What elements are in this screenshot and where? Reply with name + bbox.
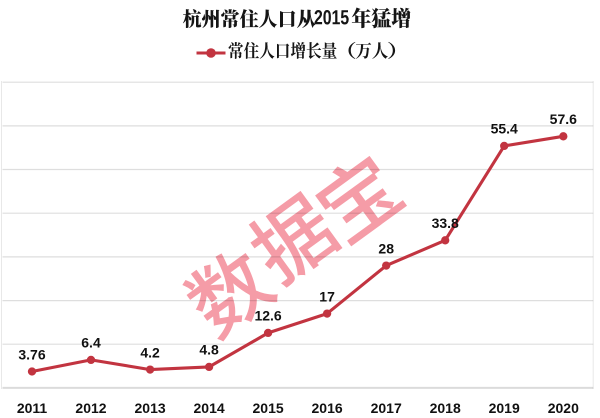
svg-text:55.4: 55.4 <box>491 121 518 137</box>
svg-text:28: 28 <box>378 240 394 256</box>
svg-text:2011: 2011 <box>17 400 48 416</box>
svg-text:2012: 2012 <box>75 400 106 416</box>
svg-text:12.6: 12.6 <box>254 308 281 324</box>
svg-text:33.8: 33.8 <box>432 215 459 231</box>
svg-text:57.6: 57.6 <box>550 111 577 127</box>
svg-text:2013: 2013 <box>135 400 166 416</box>
svg-text:6.4: 6.4 <box>81 335 101 351</box>
svg-text:2019: 2019 <box>489 400 520 416</box>
svg-text:2020: 2020 <box>548 400 579 416</box>
svg-text:4.2: 4.2 <box>140 344 160 360</box>
svg-text:2017: 2017 <box>371 400 402 416</box>
svg-text:2014: 2014 <box>194 400 225 416</box>
svg-text:17: 17 <box>319 288 335 304</box>
svg-text:3.76: 3.76 <box>18 346 45 362</box>
svg-text:4.8: 4.8 <box>199 342 219 358</box>
svg-text:2018: 2018 <box>430 400 461 416</box>
svg-text:2016: 2016 <box>312 400 343 416</box>
svg-text:2015: 2015 <box>253 400 284 416</box>
